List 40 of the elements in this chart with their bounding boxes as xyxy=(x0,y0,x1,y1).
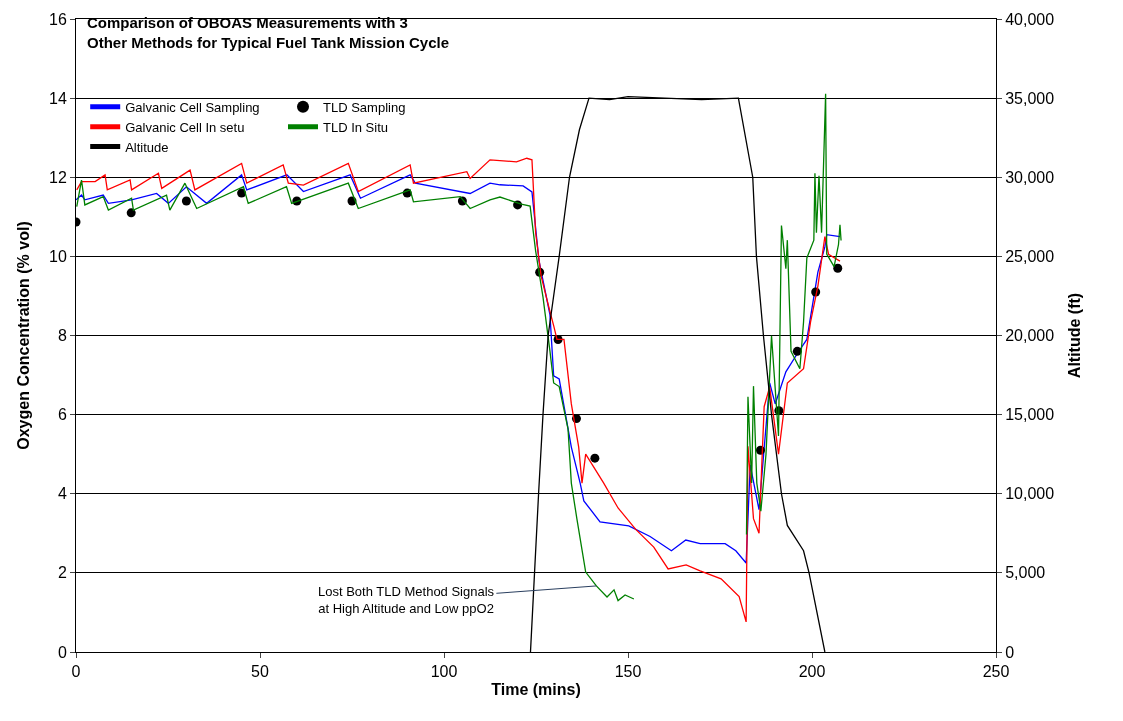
x-tick-label: 0 xyxy=(71,663,81,681)
y2-tick-label: 25,000 xyxy=(1005,247,1055,265)
y2-tick-label: 10,000 xyxy=(1005,485,1055,503)
point xyxy=(126,208,136,218)
point xyxy=(833,263,843,273)
y-tick-label: 16 xyxy=(49,10,67,28)
x-tick-label: 150 xyxy=(614,663,642,681)
y2-tick-label: 40,000 xyxy=(1005,10,1055,28)
annotation: Lost Both TLD Method Signals at High Altitude and Low ppO2 xyxy=(318,584,495,616)
y-tick-label: 2 xyxy=(57,564,67,582)
y2-axis-title: Altitude (ft) xyxy=(1065,292,1083,379)
y-tick-label: 8 xyxy=(57,327,67,345)
line-series xyxy=(76,157,841,623)
point xyxy=(181,196,191,206)
y2-tick-label: 35,000 xyxy=(1005,89,1055,107)
x-tick-label: 100 xyxy=(430,663,458,681)
legend-label: TLD In Situ xyxy=(323,119,389,135)
legend-label: TLD Sampling xyxy=(323,99,406,115)
x-tick-label: 200 xyxy=(798,663,826,681)
line-series xyxy=(76,174,841,564)
x-axis-title: Time (mins) xyxy=(491,680,581,698)
point xyxy=(792,346,802,356)
y-tick-label: 10 xyxy=(49,247,67,265)
y-axis-title: Oxygen Concentration (% vol) xyxy=(14,221,32,450)
y2-tick-label: 5,000 xyxy=(1005,564,1046,582)
x-tick-label: 250 xyxy=(982,663,1010,681)
y-tick-label: 12 xyxy=(49,168,67,186)
legend-label: Altitude xyxy=(125,139,169,155)
y2-tick-label: 30,000 xyxy=(1005,168,1055,186)
y-tick-label: 0 xyxy=(57,643,67,661)
x-tick-label: 50 xyxy=(251,663,269,681)
y2-tick-label: 15,000 xyxy=(1005,406,1055,424)
legend-label: Galvanic Cell In setu xyxy=(125,119,245,135)
y-tick-label: 14 xyxy=(49,89,67,107)
point xyxy=(590,453,600,463)
y-tick-label: 4 xyxy=(57,485,67,503)
y2-tick-label: 0 xyxy=(1005,643,1015,661)
y-tick-label: 6 xyxy=(57,406,67,424)
y2-tick-label: 20,000 xyxy=(1005,327,1055,345)
legend-label: Galvanic Cell Sampling xyxy=(125,99,260,115)
